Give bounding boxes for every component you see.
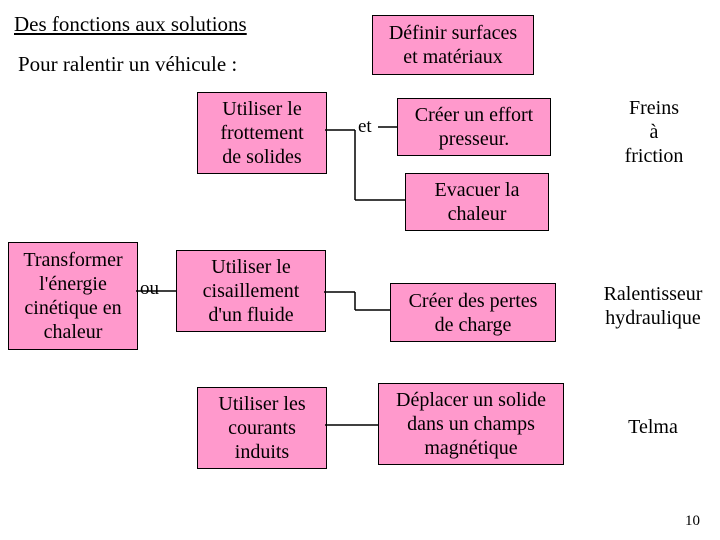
box-evacuate-heat-text: Evacuer lachaleur: [406, 178, 548, 226]
box-move-solid-magnetic-text: Déplacer un solidedans un champsmagnétiq…: [379, 388, 563, 460]
box-pressure-losses: Créer des pertesde charge: [390, 283, 556, 342]
label-ralentisseur-hydraulique: Ralentisseurhydraulique: [583, 282, 720, 330]
box-induced-currents: Utiliser lescourantsinduits: [197, 387, 327, 469]
box-transform-energy: Transformerl'énergiecinétique enchaleur: [8, 242, 138, 350]
slide: Des fonctions aux solutions Pour ralenti…: [0, 0, 720, 540]
box-create-effort-text: Créer un effortpresseur.: [398, 103, 550, 151]
box-transform-energy-text: Transformerl'énergiecinétique enchaleur: [9, 248, 137, 344]
box-pressure-losses-text: Créer des pertesde charge: [391, 289, 555, 337]
box-create-effort: Créer un effortpresseur.: [397, 98, 551, 156]
label-freins-friction: Freinsàfriction: [609, 96, 699, 168]
box-friction-solids: Utiliser lefrottementde solides: [197, 92, 327, 174]
title-line-1: Des fonctions aux solutions: [14, 12, 247, 37]
box-evacuate-heat: Evacuer lachaleur: [405, 173, 549, 231]
box-friction-solids-text: Utiliser lefrottementde solides: [198, 97, 326, 169]
title-line-2: Pour ralentir un véhicule :: [18, 52, 237, 77]
page-number: 10: [685, 513, 700, 530]
box-fluid-shear: Utiliser lecisaillementd'un fluide: [176, 250, 326, 332]
box-fluid-shear-text: Utiliser lecisaillementd'un fluide: [177, 255, 325, 327]
connector-et: et: [358, 116, 372, 138]
box-induced-currents-text: Utiliser lescourantsinduits: [198, 392, 326, 464]
label-telma: Telma: [608, 415, 698, 439]
box-move-solid-magnetic: Déplacer un solidedans un champsmagnétiq…: [378, 383, 564, 465]
box-define-surfaces: Définir surfaceset matériaux: [372, 15, 534, 75]
connector-ou: ou: [140, 278, 159, 300]
box-define-surfaces-text: Définir surfaceset matériaux: [373, 21, 533, 69]
